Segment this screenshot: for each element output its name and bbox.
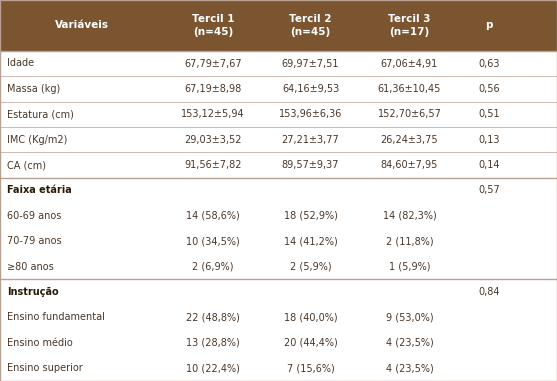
Text: 29,03±3,52: 29,03±3,52 — [184, 135, 242, 145]
Text: 84,60±7,95: 84,60±7,95 — [380, 160, 438, 170]
Text: 64,16±9,53: 64,16±9,53 — [282, 84, 339, 94]
Text: 0,57: 0,57 — [478, 186, 500, 195]
Bar — [0, 305, 557, 330]
Text: Tercil 3
(n=17): Tercil 3 (n=17) — [388, 14, 431, 37]
Text: 70-79 anos: 70-79 anos — [7, 236, 61, 246]
Text: 9 (53,0%): 9 (53,0%) — [385, 312, 433, 322]
Text: 1 (5,9%): 1 (5,9%) — [389, 262, 430, 272]
Text: 0,84: 0,84 — [478, 287, 500, 297]
Text: 14 (41,2%): 14 (41,2%) — [284, 236, 338, 246]
Text: 18 (40,0%): 18 (40,0%) — [284, 312, 338, 322]
Bar — [0, 254, 557, 279]
Text: 7 (15,6%): 7 (15,6%) — [287, 363, 334, 373]
Text: 13 (28,8%): 13 (28,8%) — [186, 338, 240, 348]
Text: 0,51: 0,51 — [478, 109, 500, 119]
Text: 4 (23,5%): 4 (23,5%) — [385, 363, 433, 373]
Text: 0,63: 0,63 — [478, 59, 500, 69]
Text: Estatura (cm): Estatura (cm) — [7, 109, 74, 119]
Text: 14 (58,6%): 14 (58,6%) — [186, 211, 240, 221]
Text: Tercil 1
(n=45): Tercil 1 (n=45) — [192, 14, 234, 37]
Text: 0,14: 0,14 — [478, 160, 500, 170]
Text: CA (cm): CA (cm) — [7, 160, 46, 170]
Bar — [0, 330, 557, 355]
Text: p: p — [485, 21, 492, 30]
Text: 69,97±7,51: 69,97±7,51 — [282, 59, 339, 69]
Text: 89,57±9,37: 89,57±9,37 — [282, 160, 339, 170]
Bar — [0, 76, 557, 102]
Text: Tercil 2
(n=45): Tercil 2 (n=45) — [289, 14, 332, 37]
Text: Faixa etária: Faixa etária — [7, 186, 71, 195]
Text: 2 (5,9%): 2 (5,9%) — [290, 262, 331, 272]
Text: 10 (22,4%): 10 (22,4%) — [186, 363, 240, 373]
Text: 153,12±5,94: 153,12±5,94 — [181, 109, 245, 119]
Text: 152,70±6,57: 152,70±6,57 — [378, 109, 441, 119]
Bar — [0, 0, 557, 51]
Text: Ensino fundamental: Ensino fundamental — [7, 312, 105, 322]
Text: 0,56: 0,56 — [478, 84, 500, 94]
Bar — [0, 51, 557, 76]
Text: Idade: Idade — [7, 59, 34, 69]
Text: 67,06±4,91: 67,06±4,91 — [381, 59, 438, 69]
Text: Ensino médio: Ensino médio — [7, 338, 72, 348]
Bar — [0, 127, 557, 152]
Text: Variáveis: Variáveis — [55, 21, 109, 30]
Text: IMC (Kg/m2): IMC (Kg/m2) — [7, 135, 67, 145]
Text: 20 (44,4%): 20 (44,4%) — [284, 338, 338, 348]
Text: Ensino superior: Ensino superior — [7, 363, 82, 373]
Text: 60-69 anos: 60-69 anos — [7, 211, 61, 221]
Bar — [0, 178, 557, 203]
Text: 2 (11,8%): 2 (11,8%) — [385, 236, 433, 246]
Text: 61,36±10,45: 61,36±10,45 — [378, 84, 441, 94]
Text: 0,13: 0,13 — [478, 135, 500, 145]
Bar — [0, 102, 557, 127]
Text: 26,24±3,75: 26,24±3,75 — [380, 135, 438, 145]
Text: 18 (52,9%): 18 (52,9%) — [284, 211, 338, 221]
Text: 2 (6,9%): 2 (6,9%) — [192, 262, 234, 272]
Text: ≥80 anos: ≥80 anos — [7, 262, 53, 272]
Bar — [0, 279, 557, 305]
Text: 153,96±6,36: 153,96±6,36 — [279, 109, 342, 119]
Text: 91,56±7,82: 91,56±7,82 — [184, 160, 242, 170]
Text: 4 (23,5%): 4 (23,5%) — [385, 338, 433, 348]
Text: Massa (kg): Massa (kg) — [7, 84, 60, 94]
Text: 14 (82,3%): 14 (82,3%) — [383, 211, 436, 221]
Bar — [0, 229, 557, 254]
Text: 22 (48,8%): 22 (48,8%) — [186, 312, 240, 322]
Bar — [0, 355, 557, 381]
Bar — [0, 152, 557, 178]
Text: 67,19±8,98: 67,19±8,98 — [184, 84, 242, 94]
Text: 10 (34,5%): 10 (34,5%) — [186, 236, 240, 246]
Text: Instrução: Instrução — [7, 287, 58, 297]
Text: 67,79±7,67: 67,79±7,67 — [184, 59, 242, 69]
Bar — [0, 203, 557, 229]
Text: 27,21±3,77: 27,21±3,77 — [282, 135, 339, 145]
